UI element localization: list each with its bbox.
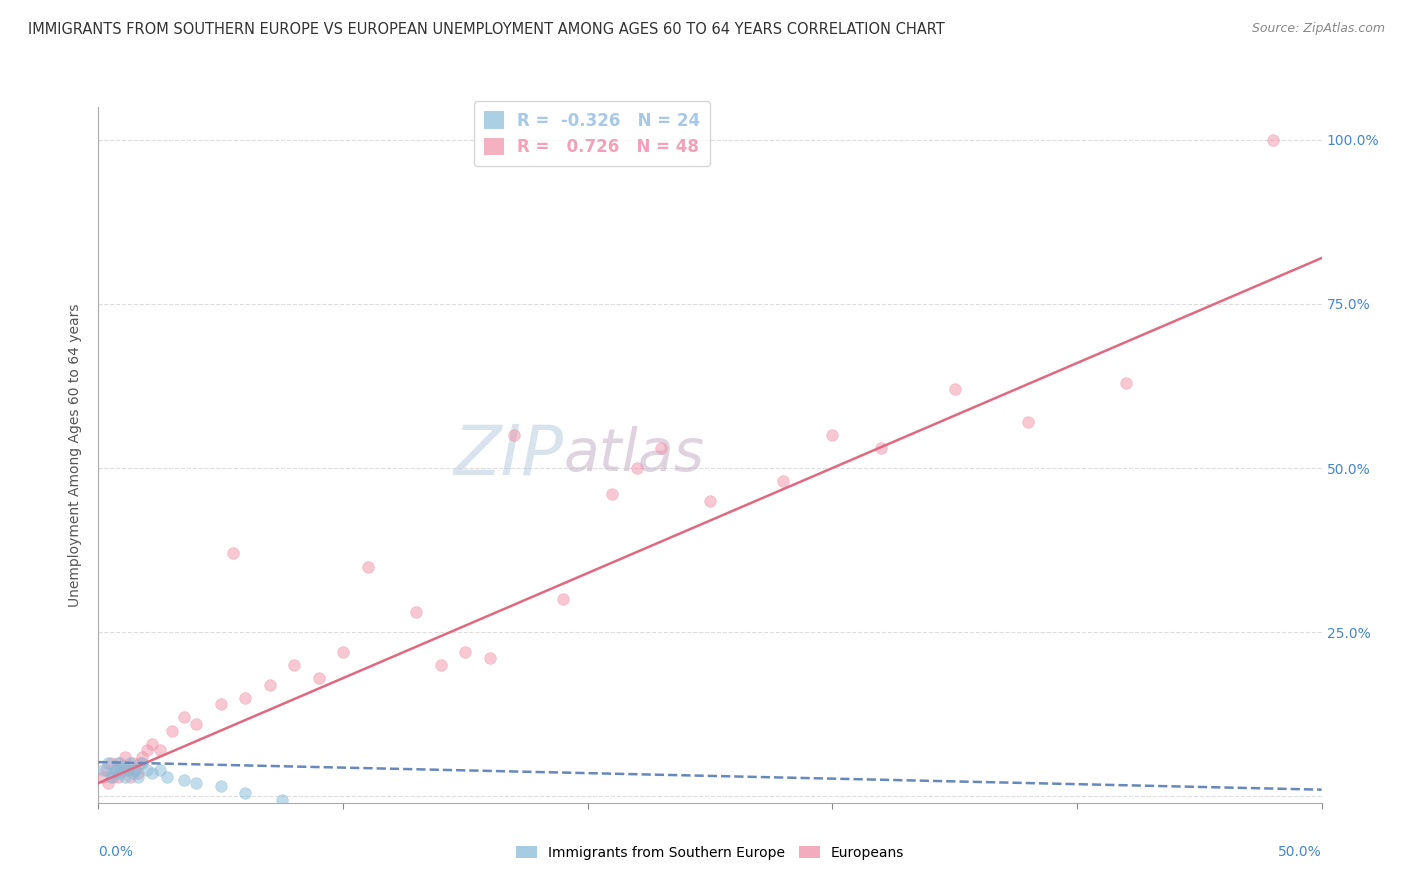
Text: IMMIGRANTS FROM SOUTHERN EUROPE VS EUROPEAN UNEMPLOYMENT AMONG AGES 60 TO 64 YEA: IMMIGRANTS FROM SOUTHERN EUROPE VS EUROP… <box>28 22 945 37</box>
Point <box>160 723 183 738</box>
Y-axis label: Unemployment Among Ages 60 to 64 years: Unemployment Among Ages 60 to 64 years <box>69 303 83 607</box>
Point <box>120 770 142 784</box>
Point <box>141 766 163 780</box>
Point <box>136 743 159 757</box>
Point <box>100 756 122 771</box>
Point <box>114 749 136 764</box>
Point <box>121 766 143 780</box>
Point <box>209 698 232 712</box>
Point <box>283 657 305 672</box>
Point <box>91 763 114 777</box>
Point <box>124 763 146 777</box>
Point <box>110 766 132 780</box>
Point <box>356 559 378 574</box>
Point <box>626 461 648 475</box>
Point <box>600 487 623 501</box>
Point <box>1017 415 1039 429</box>
Point <box>405 606 427 620</box>
Point <box>233 786 256 800</box>
Point <box>131 756 153 771</box>
Point <box>870 442 893 456</box>
Point <box>478 651 501 665</box>
Point <box>270 792 294 806</box>
Point <box>209 780 232 794</box>
Point <box>101 766 124 780</box>
Text: atlas: atlas <box>564 426 704 483</box>
Point <box>97 776 120 790</box>
Text: 0.0%: 0.0% <box>98 845 134 858</box>
Point <box>233 690 256 705</box>
Point <box>101 770 124 784</box>
Point <box>308 671 330 685</box>
Point <box>1115 376 1137 390</box>
Point <box>100 770 122 784</box>
Point <box>127 766 149 780</box>
Point <box>503 428 526 442</box>
Point <box>127 770 149 784</box>
Point <box>136 763 159 777</box>
Point <box>104 763 127 777</box>
Point <box>149 743 172 757</box>
Text: 50.0%: 50.0% <box>1278 845 1322 858</box>
Point <box>173 772 195 787</box>
Point <box>259 678 281 692</box>
Point <box>553 592 575 607</box>
Point <box>186 717 208 731</box>
Point <box>430 657 453 672</box>
Point <box>97 756 120 771</box>
Text: ZIP: ZIP <box>453 421 564 489</box>
Point <box>114 770 136 784</box>
Point <box>131 749 153 764</box>
Point <box>117 763 139 777</box>
Point <box>117 763 139 777</box>
Point <box>821 428 844 442</box>
Point <box>222 546 245 560</box>
Point <box>124 763 146 777</box>
Point <box>120 756 142 771</box>
Point <box>111 763 134 777</box>
Point <box>107 770 129 784</box>
Point <box>772 474 794 488</box>
Point <box>186 776 208 790</box>
Point <box>141 737 163 751</box>
Point <box>149 763 172 777</box>
Point <box>156 770 179 784</box>
Text: Source: ZipAtlas.com: Source: ZipAtlas.com <box>1251 22 1385 36</box>
Point <box>332 645 354 659</box>
Point <box>94 763 117 777</box>
Point <box>173 710 195 724</box>
Point <box>121 756 143 771</box>
Point <box>1261 133 1284 147</box>
Point <box>110 756 132 771</box>
Point <box>454 645 477 659</box>
Point <box>943 382 966 396</box>
Point <box>91 770 114 784</box>
Point <box>111 760 134 774</box>
Point <box>107 756 129 771</box>
Legend: R =  -0.326   N = 24, R =   0.726   N = 48: R = -0.326 N = 24, R = 0.726 N = 48 <box>474 102 710 166</box>
Point <box>699 494 721 508</box>
Point <box>129 756 152 771</box>
Point <box>104 763 127 777</box>
Point <box>650 442 672 456</box>
